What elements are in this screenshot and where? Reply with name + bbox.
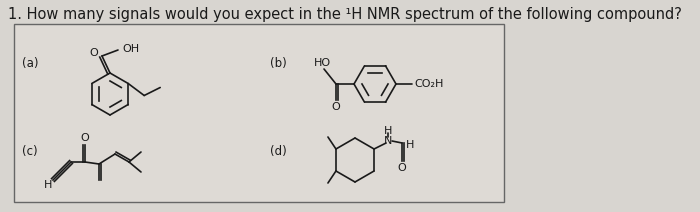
Text: H: H <box>406 140 414 150</box>
Text: (c): (c) <box>22 145 38 159</box>
Text: O: O <box>398 163 407 173</box>
Text: (a): (a) <box>22 57 38 71</box>
Text: HO: HO <box>314 58 330 68</box>
Text: N: N <box>384 136 392 146</box>
Text: H: H <box>384 126 392 136</box>
Text: (b): (b) <box>270 57 287 71</box>
Text: O: O <box>332 102 340 112</box>
Text: OH: OH <box>122 44 139 54</box>
Text: (d): (d) <box>270 145 287 159</box>
Text: O: O <box>80 133 90 143</box>
Text: H: H <box>44 180 52 190</box>
Text: O: O <box>90 48 99 58</box>
Text: 1. How many signals would you expect in the ¹H NMR spectrum of the following com: 1. How many signals would you expect in … <box>8 7 682 22</box>
Text: CO₂H: CO₂H <box>414 79 443 89</box>
FancyBboxPatch shape <box>14 24 504 202</box>
